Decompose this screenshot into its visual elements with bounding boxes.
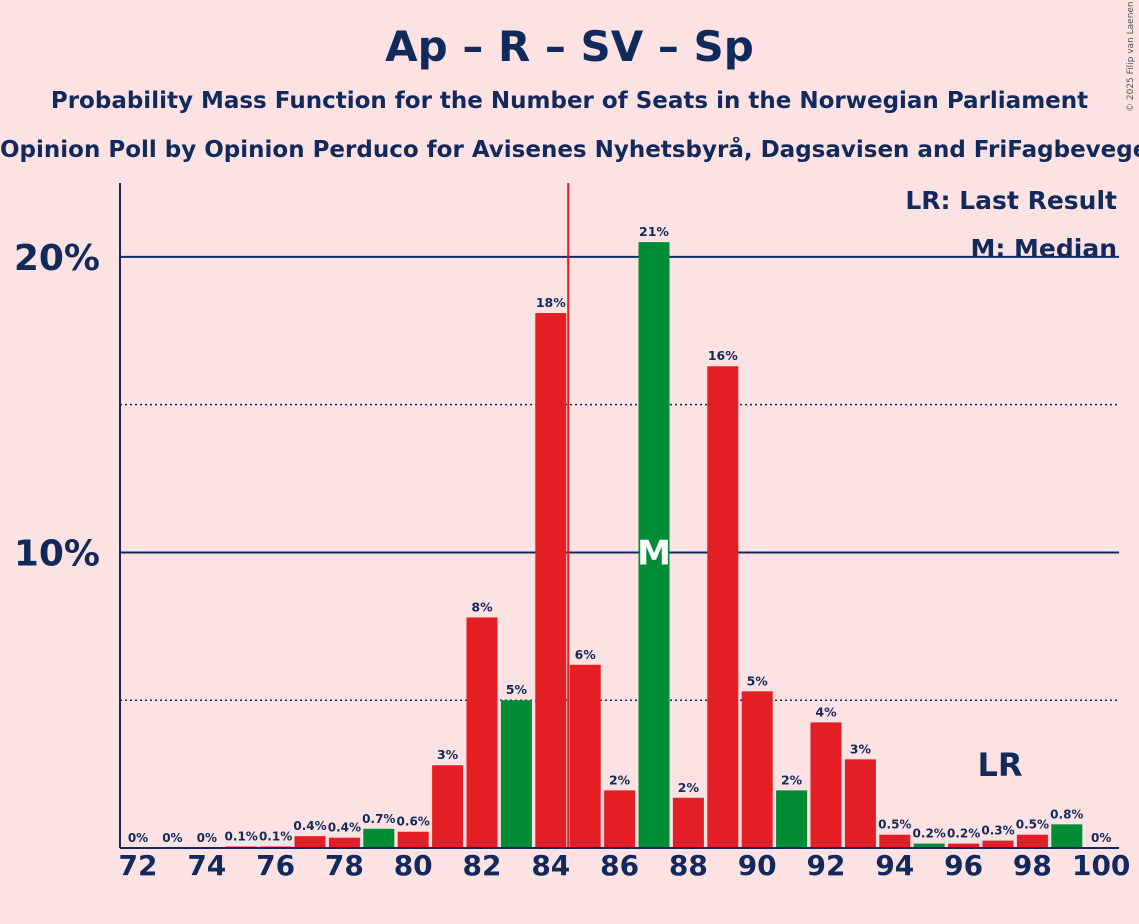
bar-seat-77: [294, 836, 326, 848]
bar-label-seat-73: 0%: [162, 831, 182, 845]
chart-subtitle: Probability Mass Function for the Number…: [50, 88, 1089, 114]
x-tick-label: 96: [944, 849, 983, 882]
chart-poll-subtitle: Opinion Poll by Opinion Perduco for Avis…: [0, 137, 1139, 163]
bar-seat-87: [638, 242, 670, 849]
bar-label-seat-88: 2%: [678, 780, 700, 795]
x-tick-label: 84: [531, 849, 570, 882]
x-tick-label: 74: [187, 849, 226, 882]
bar-seat-82: [466, 617, 498, 848]
x-tick-label: 90: [738, 849, 777, 882]
bar-seat-93: [844, 759, 876, 848]
chart-title: Ap – R – SV – Sp: [385, 22, 754, 71]
x-tick-label: 100: [1072, 849, 1130, 882]
x-tick-label: 92: [807, 849, 846, 882]
x-tick-label: 76: [256, 849, 295, 882]
bar-label-seat-84: 18%: [536, 295, 566, 310]
bar-label-seat-76: 0.1%: [259, 830, 292, 844]
bar-label-seat-87: 21%: [639, 224, 669, 239]
x-tick-label: 94: [875, 849, 914, 882]
bar-label-seat-89: 16%: [708, 348, 738, 363]
bar-seat-98: [1016, 834, 1048, 848]
bar-label-seat-82: 8%: [471, 599, 493, 614]
x-tick-label: 86: [600, 849, 639, 882]
x-tick-label: 88: [669, 849, 708, 882]
bar-seat-94: [879, 834, 911, 848]
bar-seat-99: [1051, 824, 1083, 848]
x-tick-label: 80: [394, 849, 433, 882]
bar-label-seat-75: 0.1%: [225, 830, 258, 844]
bar-label-seat-93: 3%: [850, 741, 872, 756]
bar-seat-80: [397, 831, 429, 848]
bar-label-seat-74: 0%: [197, 831, 217, 845]
bar-seat-97: [982, 840, 1014, 848]
bar-label-seat-85: 6%: [575, 647, 597, 662]
bar-seat-95: [913, 843, 945, 848]
legend-last-result: LR: Last Result: [905, 186, 1117, 215]
y-tick-label: 10%: [14, 533, 100, 574]
last-result-marker: LR: [977, 746, 1022, 784]
bar-seat-78: [328, 837, 360, 848]
bar-label-seat-99: 0.8%: [1050, 807, 1083, 821]
x-tick-label: 78: [325, 849, 364, 882]
bar-label-seat-72: 0%: [128, 831, 148, 845]
bar-label-seat-78: 0.4%: [328, 821, 361, 835]
bar-seat-96: [948, 843, 980, 848]
bar-label-seat-97: 0.3%: [981, 824, 1014, 838]
bar-label-seat-98: 0.5%: [1016, 818, 1049, 832]
bar-label-seat-77: 0.4%: [293, 819, 326, 833]
bar-seat-81: [432, 765, 464, 848]
x-tick-label: 82: [463, 849, 502, 882]
bar-label-seat-90: 5%: [747, 673, 769, 688]
bar-label-seat-83: 5%: [506, 682, 528, 697]
bar-seat-92: [810, 722, 842, 848]
bar-label-seat-91: 2%: [781, 772, 803, 787]
x-tick-label: 72: [119, 849, 158, 882]
bar-label-seat-94: 0.5%: [878, 818, 911, 832]
bar-label-seat-80: 0.6%: [397, 815, 430, 829]
bar-label-seat-92: 4%: [815, 704, 837, 719]
bar-seat-85: [569, 664, 601, 848]
bar-label-seat-100: 0%: [1091, 831, 1111, 845]
bar-seat-90: [741, 691, 773, 848]
x-tick-label: 98: [1013, 849, 1052, 882]
y-tick-label: 20%: [14, 238, 100, 279]
bar-label-seat-96: 0.2%: [947, 827, 980, 841]
bar-seat-89: [707, 366, 739, 848]
bar-label-seat-86: 2%: [609, 772, 631, 787]
bar-seat-86: [604, 790, 636, 848]
median-marker: M: [637, 533, 671, 573]
bar-label-seat-81: 3%: [437, 747, 459, 762]
bar-seat-84: [535, 313, 567, 848]
legend-median: M: Median: [970, 234, 1117, 263]
bar-seat-88: [672, 797, 704, 848]
bar-seat-91: [776, 790, 808, 848]
bar-label-seat-95: 0.2%: [913, 827, 946, 841]
bar-label-seat-79: 0.7%: [362, 812, 395, 826]
bar-seat-83: [500, 700, 532, 848]
bar-seat-79: [363, 828, 395, 848]
